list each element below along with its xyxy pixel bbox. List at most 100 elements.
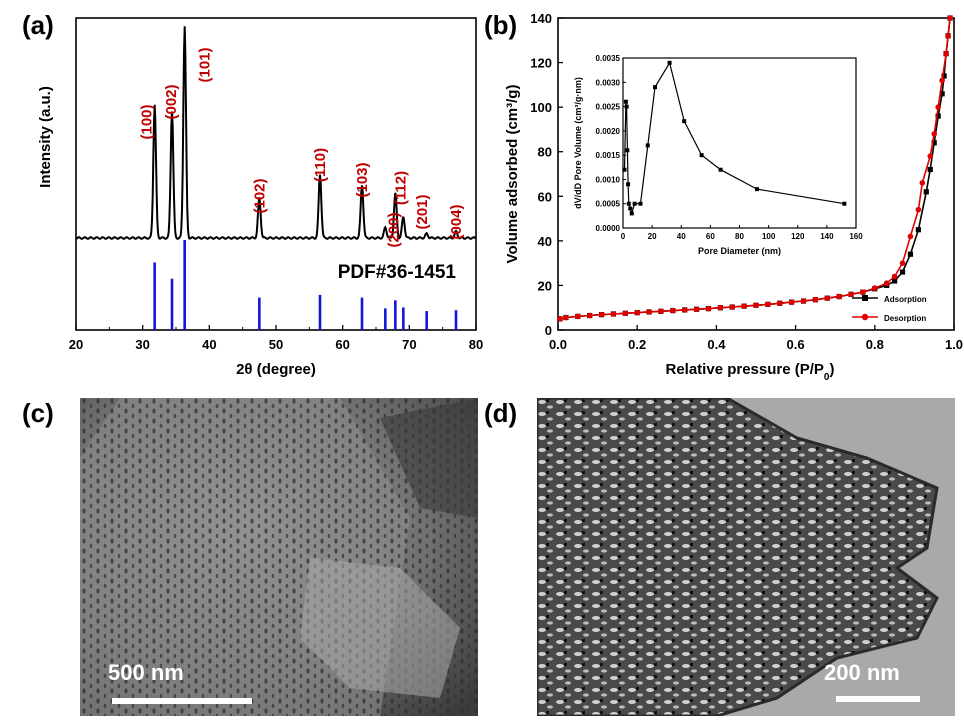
inset-series-point	[653, 85, 658, 90]
series-point	[907, 233, 914, 240]
inset-x-tick-label: 0	[621, 232, 626, 241]
series-point	[891, 273, 898, 280]
series-point	[892, 278, 898, 284]
inset-series-point	[629, 211, 634, 216]
series-point	[598, 311, 605, 318]
inset-x-tick-label: 40	[677, 232, 686, 241]
inset-series-point	[754, 187, 759, 192]
tem-scale-bar	[836, 696, 920, 702]
x-tick-label: 80	[469, 337, 483, 352]
inset-x-axis-label: Pore Diameter (nm)	[698, 246, 781, 256]
x-tick-label: 1.0	[945, 337, 963, 352]
sem-image-texture	[80, 398, 478, 716]
legend-label: Adsorption	[884, 295, 927, 304]
panel-label-b: (b)	[484, 10, 518, 40]
sem-scale-label: 500 nm	[108, 660, 184, 685]
inset-y-tick-label: 0.0030	[596, 78, 621, 87]
x-tick-label: 50	[269, 337, 283, 352]
series-point	[939, 91, 945, 97]
series-point	[776, 300, 783, 307]
peak-label: (112)	[392, 171, 409, 205]
series-point	[848, 291, 854, 298]
inset-x-tick-label: 20	[648, 232, 657, 241]
inset-x-tick-label: 140	[820, 232, 834, 241]
series-point	[927, 153, 934, 159]
peak-label: (004)	[448, 204, 465, 239]
y-tick-label: 0	[545, 323, 552, 338]
inset-series-point	[626, 182, 631, 187]
inset-series-point	[645, 143, 650, 148]
series-point	[941, 73, 947, 79]
inset-series-point	[842, 201, 847, 206]
legend-label: Desorption	[884, 314, 926, 323]
x-tick-label: 30	[135, 337, 149, 352]
sem-scale-bar	[112, 698, 252, 704]
series-point	[557, 316, 563, 322]
inset-x-tick-label: 160	[849, 232, 863, 241]
y-tick-label: 120	[530, 56, 552, 71]
y-tick-label: 40	[538, 234, 552, 249]
series-point	[765, 301, 771, 308]
peak-label: (102)	[251, 178, 268, 213]
series-point	[658, 308, 664, 315]
inset-y-tick-label: 0.0005	[596, 200, 621, 209]
series-point	[931, 131, 937, 137]
plot-frame	[557, 17, 955, 331]
series-point	[945, 33, 951, 39]
series-point	[681, 307, 688, 313]
x-tick-label: 0.6	[787, 337, 805, 352]
series-point	[741, 303, 747, 309]
panel-label-a: (a)	[22, 10, 54, 40]
series-point	[939, 77, 945, 84]
inset-series-point	[718, 167, 723, 172]
series-point	[610, 311, 617, 317]
series-point	[563, 314, 569, 321]
reference-label: PDF#36-1451	[338, 262, 457, 283]
inset-series-point	[682, 119, 687, 124]
inset-series-point	[626, 201, 631, 206]
inset-series-point	[623, 99, 628, 104]
tem-image-texture	[537, 398, 955, 716]
series-point	[824, 295, 831, 301]
y-tick-label: 20	[538, 278, 552, 293]
series-point	[907, 251, 914, 257]
inset-x-tick-label: 100	[762, 232, 776, 241]
series-point	[915, 227, 921, 233]
inset-frame	[622, 57, 857, 229]
inset-series-point	[624, 104, 629, 109]
series-point	[899, 260, 906, 266]
series-point	[923, 189, 929, 195]
peak-label: (110)	[312, 148, 329, 182]
y-axis-label: Intensity (a.u.)	[37, 86, 54, 188]
series-point	[788, 299, 795, 305]
inset-series-line	[623, 61, 845, 216]
series-point	[927, 166, 933, 173]
x-axis-label: Relative pressure (P/P0)	[666, 361, 835, 383]
peak-label: (103)	[354, 162, 371, 197]
y-tick-label: 100	[530, 100, 552, 115]
series-point	[935, 113, 941, 119]
inset-x-tick-label: 80	[735, 232, 744, 241]
inset-y-tick-label: 0.0010	[596, 175, 621, 184]
y-tick-label: 140	[530, 11, 552, 26]
x-tick-label: 0.2	[628, 337, 646, 352]
series-point	[729, 304, 736, 310]
inset-series-point	[628, 206, 633, 211]
series-point	[919, 180, 926, 186]
peak-label: (100)	[139, 104, 156, 139]
series-point	[634, 309, 640, 316]
panel-label-c: (c)	[22, 398, 54, 428]
series-point	[872, 285, 878, 291]
series-point	[693, 306, 700, 313]
watermark: 大数跨境	[8, 699, 64, 715]
x-tick-label: 0.0	[549, 337, 567, 352]
legend-marker	[861, 313, 869, 321]
series-point	[670, 307, 676, 314]
peak-label: (200)	[385, 212, 402, 247]
series-point	[931, 140, 937, 146]
series-point	[883, 280, 890, 287]
sem-image: 500 nm	[80, 398, 478, 716]
series-point	[586, 312, 593, 319]
series-point	[836, 293, 842, 300]
x-tick-label: 60	[335, 337, 349, 352]
